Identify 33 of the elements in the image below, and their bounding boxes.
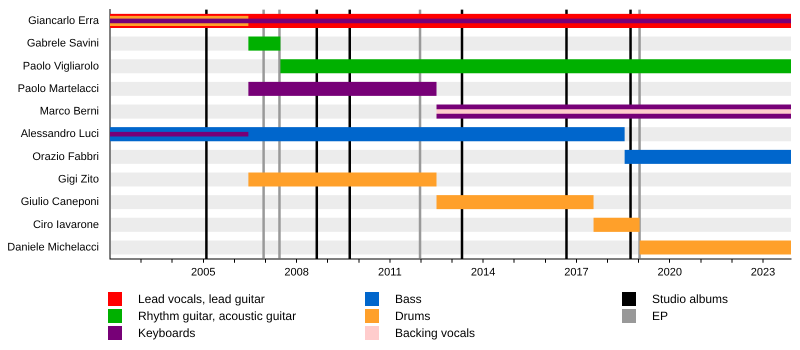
y-tick-label: Gabrele Savini <box>26 38 99 50</box>
y-tick-label: Ciro Iavarone <box>32 218 99 231</box>
y-tick-label: Giancarlo Erra <box>28 14 100 27</box>
x-tick-label: 2008 <box>284 266 309 278</box>
legend-label: Bass <box>395 292 422 306</box>
y-tick-label: Daniele Michelacci <box>7 242 99 254</box>
bar <box>436 195 594 210</box>
legend-label: Keyboards <box>138 326 196 340</box>
bar <box>640 240 791 254</box>
y-tick-label: Paolo Vigliarolo <box>22 60 99 72</box>
legend-label: Lead vocals, lead guitar <box>138 292 265 306</box>
y-tick-label: Marco Berni <box>40 106 99 118</box>
x-tick-label: 2023 <box>750 266 776 278</box>
y-tick-label: Paolo Martelacci <box>18 82 99 95</box>
y-tick-label: Alessandro Luci <box>20 128 99 140</box>
x-tick-label: 2020 <box>657 266 682 278</box>
legend-label: Drums <box>395 308 430 322</box>
bar <box>280 59 791 74</box>
x-tick-label: 2005 <box>191 266 216 278</box>
y-tick-label: Orazio Fabbri <box>32 150 99 163</box>
legend-label: Studio albums <box>652 292 728 306</box>
bar <box>248 172 437 187</box>
bar <box>594 218 640 232</box>
y-tick-label: Gigi Zito <box>58 174 99 186</box>
y-tick-label: Giulio Caneponi <box>20 196 99 208</box>
legend-label: Rhythm guitar, acoustic guitar <box>138 308 296 322</box>
legend-label: Backing vocals <box>395 326 476 340</box>
legend-label: EP <box>652 308 668 322</box>
x-tick-label: 2017 <box>564 266 589 278</box>
x-tick-label: 2011 <box>378 266 402 278</box>
bar <box>248 36 280 51</box>
x-tick-label: 2014 <box>470 266 496 278</box>
bar <box>624 150 791 164</box>
